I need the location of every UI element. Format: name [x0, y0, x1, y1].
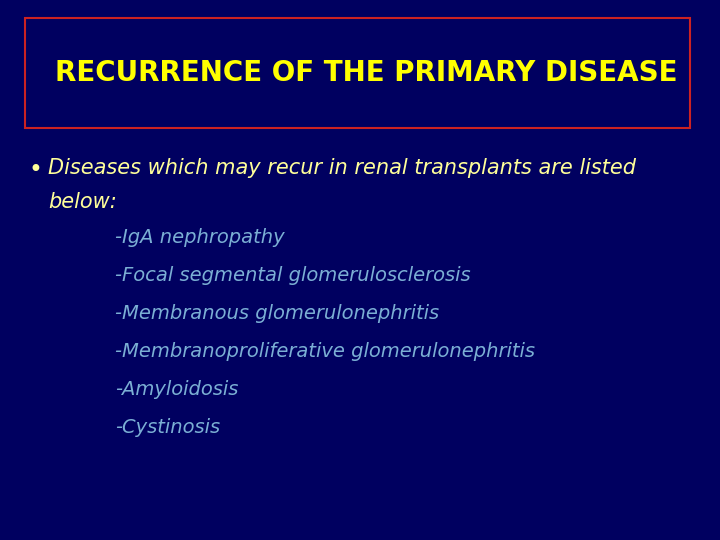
Text: -Focal segmental glomerulosclerosis: -Focal segmental glomerulosclerosis [115, 266, 471, 285]
Text: •: • [28, 158, 42, 182]
Text: -Membranous glomerulonephritis: -Membranous glomerulonephritis [115, 304, 439, 323]
Text: RECURRENCE OF THE PRIMARY DISEASE: RECURRENCE OF THE PRIMARY DISEASE [55, 59, 678, 87]
FancyBboxPatch shape [25, 18, 690, 128]
Text: Diseases which may recur in renal transplants are listed: Diseases which may recur in renal transp… [48, 158, 636, 178]
Text: -IgA nephropathy: -IgA nephropathy [115, 228, 284, 247]
Text: below:: below: [48, 192, 117, 212]
Text: -Amyloidosis: -Amyloidosis [115, 380, 238, 399]
Text: -Membranoproliferative glomerulonephritis: -Membranoproliferative glomerulonephriti… [115, 342, 535, 361]
Text: -Cystinosis: -Cystinosis [115, 418, 220, 437]
